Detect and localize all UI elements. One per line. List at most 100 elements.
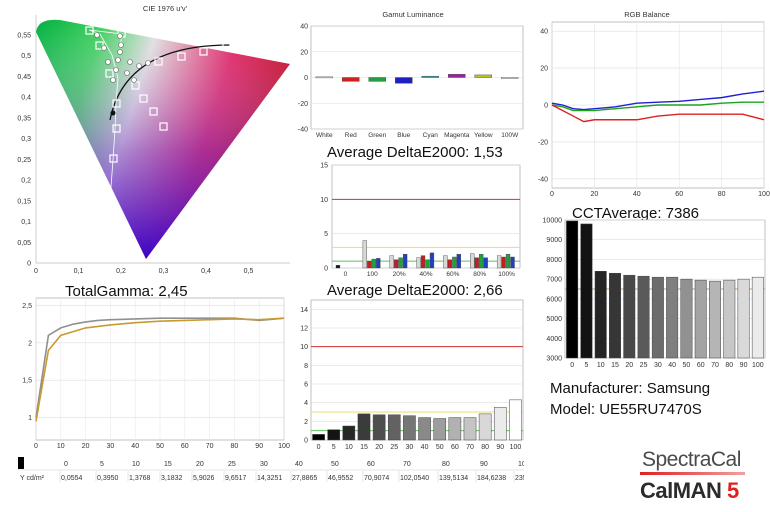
de1-bar (443, 255, 448, 269)
table-header: 0 (64, 461, 68, 468)
de1-bar (394, 259, 399, 269)
rgb-x-tick: 0 (550, 191, 554, 198)
deltae2-title: Average DeltaE2000: 2,66 (327, 282, 503, 299)
gl-x-label: Green (368, 132, 386, 139)
gm-x-tick: 100 (278, 443, 290, 450)
table-header: 80 (442, 461, 450, 468)
cct-bar (609, 272, 621, 359)
de1-bar (371, 258, 376, 269)
cct-y-tick: 8000 (546, 257, 562, 264)
cct-bar (694, 279, 707, 359)
cct-bar (751, 276, 764, 359)
de1-bar (420, 255, 426, 269)
rgb-series-line (551, 90, 765, 111)
cie-x-tick: 0,1 (74, 268, 84, 275)
cie-y-tick: 0,2 (21, 178, 31, 185)
cct-x-label: 90 (740, 362, 748, 369)
gm-x-tick: 0 (34, 443, 38, 450)
table-cell: 3,1832 (161, 475, 183, 482)
de2-bar (312, 434, 325, 441)
cie-y-tick: 0,1 (21, 219, 31, 226)
model-label: Model: UE55RU7470S (550, 401, 702, 418)
rgb-y-tick: 0 (544, 103, 548, 110)
de1-y-tick: 10 (320, 197, 328, 204)
gl-x-label: Yellow (474, 132, 493, 139)
de2-y-tick: 4 (304, 400, 308, 407)
cct-chart: 10000 9000 8000 7000 6000 5000 4000 3000 0 5 10 15 2… (543, 218, 766, 369)
cct-bar (651, 276, 664, 359)
cie-y-tick: 0,15 (17, 198, 31, 205)
de1-x-label: 80% (473, 271, 486, 278)
de2-x-label: 25 (390, 444, 398, 451)
gl-x-label: 100W (501, 132, 519, 139)
de1-bar (505, 254, 511, 269)
cct-x-label: 0 (570, 362, 574, 369)
cct-x-label: 70 (711, 362, 719, 369)
de1-bar (496, 255, 502, 269)
table-header: 10 (132, 461, 140, 468)
de2-x-label: 40 (421, 444, 429, 451)
gl-y-tick: 20 (300, 49, 308, 56)
gm-series-line (35, 317, 285, 422)
gm-x-tick: 30 (107, 443, 115, 450)
de1-bar (501, 256, 506, 269)
rgb-balance-title: RGB Balance (624, 10, 669, 19)
cct-bar (623, 274, 636, 359)
de2-bar (403, 415, 416, 441)
de2-y-tick: 6 (304, 382, 308, 389)
rgb-y-tick: -20 (538, 139, 548, 146)
cie-chart: CIE 1976 u'v' 0,55 0,5 0,45 0,4 0,35 0,3 0,25 0… (17, 4, 290, 275)
de2-bar (357, 413, 371, 441)
calman-logo: CalMAN 5 (640, 478, 739, 503)
de2-bar (448, 417, 462, 441)
gl-x-label: Cyan (423, 132, 439, 139)
gl-bar (474, 74, 492, 78)
gl-bar (368, 77, 386, 82)
table-row-label: Y cd/m² (20, 475, 45, 482)
gl-x-label: Blue (397, 132, 410, 139)
de2-bar (509, 399, 522, 441)
gl-bar (501, 77, 519, 79)
cct-y-tick: 5000 (546, 316, 562, 323)
de2-y-tick: 14 (300, 307, 308, 314)
de2-bar (433, 418, 447, 441)
device-info: Manufacturer: Samsung Model: UE55RU7470S (550, 378, 710, 420)
rgb-x-tick: 60 (675, 191, 683, 198)
de2-bar (342, 425, 356, 441)
de2-x-label: 70 (466, 444, 474, 451)
gamma-chart: 2,521,510 10 20 30 40 50 60 70 80 90 100 (22, 297, 290, 450)
de1-bar (479, 254, 484, 269)
gl-x-label: Magenta (444, 132, 470, 139)
spectracal-logo: SpectraCal (642, 448, 741, 471)
gl-bar (315, 76, 333, 79)
cct-x-label: 25 (640, 362, 648, 369)
table-header: 5 (100, 461, 104, 468)
de1-y-tick: 0 (324, 266, 328, 273)
gl-y-tick: 40 (300, 24, 308, 31)
gamut-luminance-chart: Gamut Luminance 40 20 0 -20 -40 White Red Green… (298, 10, 524, 139)
de1-bar (416, 257, 421, 269)
gm-series-line (35, 317, 285, 418)
deltae1-chart: 15 10 5 0 0 100 20% 40% 60% 80% 100% (320, 163, 521, 278)
rgb-x-tick: 20 (591, 191, 599, 198)
de1-x-label: 20% (393, 271, 406, 278)
gl-y-tick: 0 (304, 75, 308, 82)
cie-plot (35, 15, 290, 264)
table-cell: 46,9552 (328, 475, 353, 482)
de2-bar (418, 417, 431, 441)
gm-x-tick: 60 (181, 443, 189, 450)
gl-bar (342, 77, 360, 82)
table-header: 20 (196, 461, 204, 468)
cie-y-tick: 0,3 (21, 136, 31, 143)
cct-y-tick: 9000 (546, 237, 562, 244)
deltae1-title: Average DeltaE2000: 1,53 (327, 144, 503, 161)
table-cell: 184,6238 (477, 475, 506, 482)
cct-bar (580, 223, 593, 359)
de1-x-label: 100 (367, 271, 378, 278)
gm-x-tick: 50 (156, 443, 164, 450)
table-header: 90 (480, 461, 488, 468)
de2-x-label: 80 (481, 444, 489, 451)
de2-x-label: 100 (510, 444, 522, 451)
rgb-series-line (551, 104, 765, 123)
